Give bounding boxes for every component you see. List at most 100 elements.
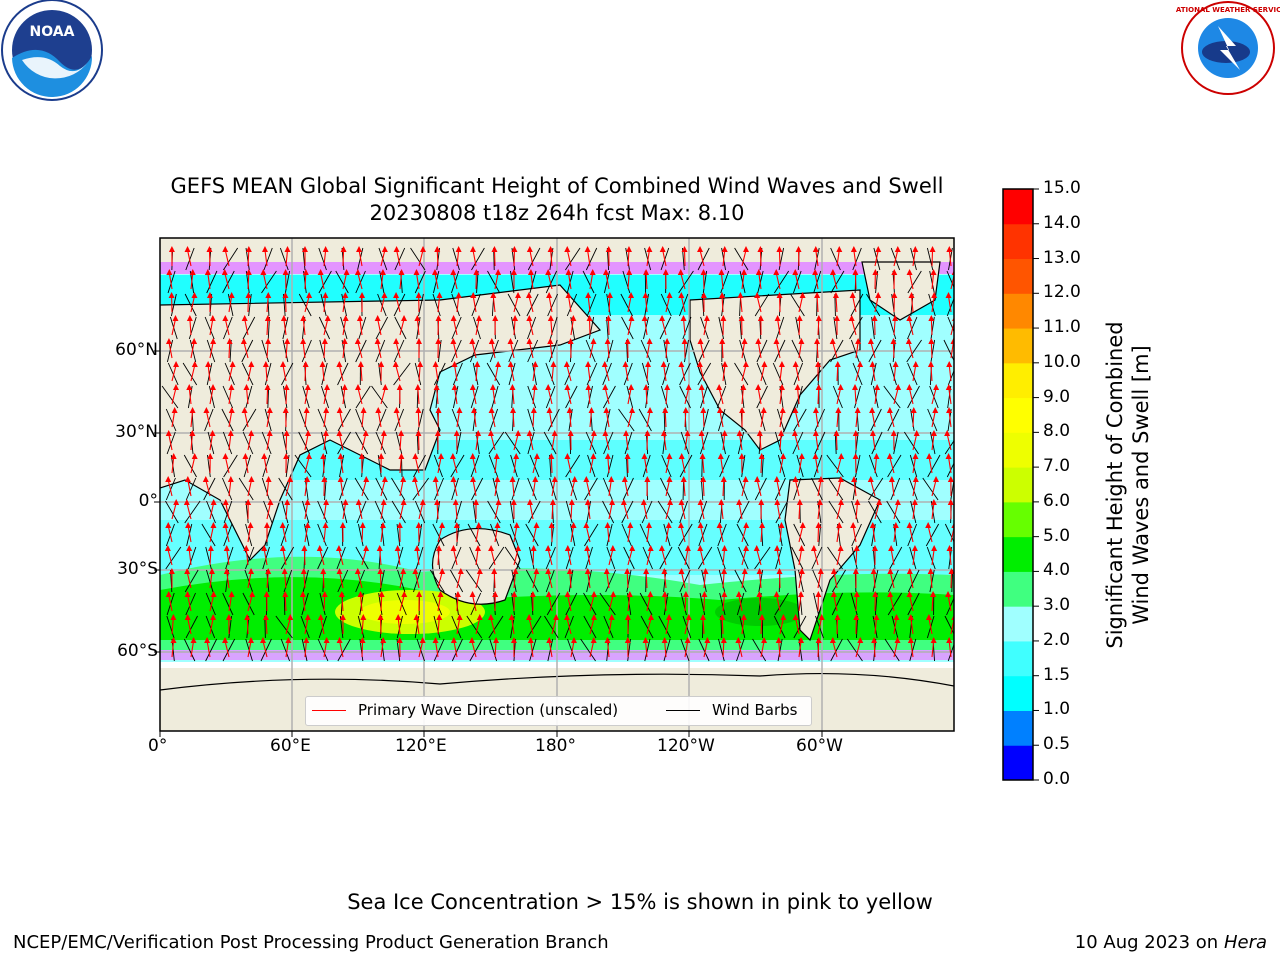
wave-arrow-head [357,591,364,597]
wave-direction-arrow [532,479,536,497]
wind-barb [301,339,312,363]
wind-barb [583,615,597,639]
wind-barb [358,316,367,340]
colorbar-tick-label: 2.0 [1043,629,1071,650]
wind-barb [222,638,236,662]
wind-barb [719,592,726,616]
wave-direction-arrow [319,548,325,566]
wave-arrow-head [244,614,251,620]
wave-direction-arrow [434,640,439,658]
wave-arrow-head [886,407,893,413]
wave-direction-arrow [665,617,670,635]
wave-arrow-head [382,384,389,390]
wind-barb [778,247,785,271]
wind-barb [718,638,725,662]
wave-arrow-head [341,384,348,390]
wind-barb [320,431,328,455]
wave-direction-arrow [266,479,270,497]
wave-arrow-head [586,315,593,321]
wind-barb [337,638,351,662]
wind-barb [926,546,936,570]
wave-arrow-head [700,407,707,413]
wave-arrow-head [628,384,635,390]
wave-direction-arrow [513,433,519,451]
wave-arrow-head [815,591,822,597]
wave-arrow-head [894,637,901,643]
wave-direction-arrow [836,502,842,520]
wave-direction-arrow [395,364,401,382]
wind-barb [454,500,462,524]
wind-barb [699,431,709,455]
wave-arrow-head [757,246,764,252]
wave-arrow-head [398,453,405,459]
wave-arrow-head [742,246,749,252]
wave-arrow-head [264,384,271,390]
wave-direction-arrow [416,318,420,336]
wave-direction-arrow [909,594,914,612]
wave-direction-arrow [779,617,784,635]
wave-direction-arrow [187,525,192,543]
wave-direction-arrow [760,364,765,382]
wave-direction-arrow [342,272,348,290]
wave-direction-arrow [721,617,724,635]
wave-direction-arrow [528,341,534,359]
wave-direction-arrow [528,295,534,313]
wave-arrow-head [718,499,725,505]
wave-arrow-head [736,430,743,436]
wind-barb [206,270,218,294]
wave-direction-arrow [589,272,594,290]
wave-direction-arrow [645,272,648,290]
wave-direction-arrow [835,295,838,313]
wave-direction-arrow [741,272,745,290]
wave-arrow-head [774,545,781,551]
wave-arrow-head [798,545,805,551]
wave-arrow-head [755,269,762,275]
wave-arrow-head [588,407,595,413]
wind-barb [813,454,823,478]
wave-direction-arrow [870,341,876,359]
wave-arrow-head [456,614,463,620]
wave-direction-arrow [452,548,458,566]
wave-direction-arrow [399,272,403,290]
wave-arrow-head [717,453,724,459]
wind-barb [395,431,403,455]
colorbar-segment [1003,189,1033,225]
wave-direction-arrow [190,364,196,382]
wind-barb [827,546,843,570]
wave-arrow-head [284,499,291,505]
wind-barb [337,569,349,593]
wind-barb [754,477,767,501]
wave-arrow-head [374,315,381,321]
wind-barb [221,477,233,501]
wave-direction-arrow [490,548,496,566]
wave-arrow-head [740,384,747,390]
wave-direction-arrow [551,364,555,382]
wave-direction-arrow [874,249,879,267]
wind-barb [472,362,479,386]
wave-arrow-head [170,614,177,620]
wave-direction-arrow [494,456,498,474]
wave-arrow-head [875,246,882,252]
wave-arrow-head [185,522,192,528]
wave-arrow-head [378,361,385,367]
wind-barb [471,293,481,317]
wave-direction-arrow [570,640,575,658]
wave-arrow-head [378,453,385,459]
wind-barb [261,477,270,501]
wind-barb [679,385,691,409]
wave-arrow-head [641,315,648,321]
wave-direction-arrow [566,456,572,474]
wave-direction-arrow [548,640,553,658]
wave-arrow-head [412,568,419,574]
wave-arrow-head [395,614,402,620]
vector-field [161,246,954,662]
colorbar-tick-label: 8.0 [1043,421,1071,442]
wind-barb [354,477,369,501]
wave-direction-arrow [494,640,497,658]
wave-direction-arrow [722,479,725,497]
wind-barb [850,592,858,616]
wind-barb [774,431,783,455]
wave-arrow-head [911,545,918,551]
wave-arrow-head [838,453,845,459]
wave-direction-arrow [380,525,384,543]
